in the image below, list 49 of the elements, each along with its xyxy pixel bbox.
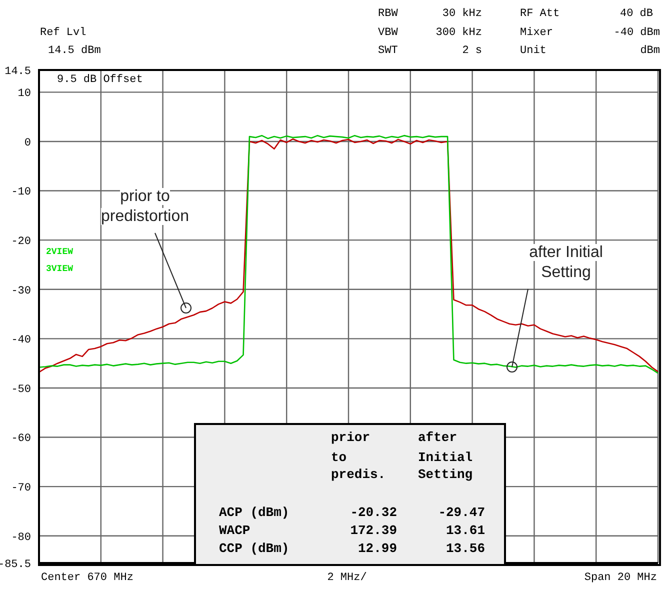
y-tick-label: -20 [11,236,31,248]
y-tick-label: -70 [11,482,31,494]
text: 40 dB [620,7,653,21]
annotation: predis. [331,467,386,482]
y-tick-label: -50 [11,384,31,396]
annotation: after Initial Setting [529,244,603,281]
annotation: Setting [418,467,473,482]
y-tick-label: 10 [18,88,31,100]
text: 30 kHz [442,7,482,21]
annotation: WACP [219,523,250,538]
text: VBW [378,26,398,40]
text: 2 s [462,44,482,58]
text: dBm [640,44,660,58]
y-tick-label: -30 [11,285,31,298]
y-tick-label: -40 [11,334,31,347]
y-tick-label: 14.5 [4,66,31,78]
text: Mixer [520,26,554,40]
annotation: 2VIEW [46,246,74,259]
annotation: 13.61 [446,523,485,538]
annotation: 3VIEW [46,263,74,276]
annotation: prior [331,430,370,445]
annotation: CCP (dBm) [219,541,290,556]
annotation: to [331,450,347,465]
annotation: 9.5 dB Offset [57,73,143,87]
text: RF Att [520,7,560,21]
text: 14.5 dBm [48,44,101,58]
text: -40 dBm [614,26,660,40]
y-tick-label: -85.5 [0,558,31,571]
text: RBW [378,7,398,21]
annotation: -20.32 [350,505,397,520]
text: Unit [520,44,546,58]
annotation: 12.99 [358,541,397,556]
text: Span 20 MHz [584,571,657,585]
annotation: Initial [418,450,473,465]
annotation: ACP (dBm) [219,505,290,520]
text: Center 670 MHz [41,571,134,585]
y-tick-label: -10 [11,186,31,199]
annotation: prior to predistortion [100,188,190,225]
text: Ref Lvl [40,26,86,40]
text: SWT [378,44,398,58]
y-tick-label: 0 [24,137,31,150]
annotation: -29.47 [438,505,485,520]
annotation: 13.56 [446,541,485,556]
text: 2 MHz/ [327,571,367,585]
y-tick-label: -80 [11,532,31,544]
annotation: 172.39 [350,523,397,538]
annotation: after [418,430,458,445]
y-tick-label: -60 [11,433,31,446]
text: 300 kHz [436,26,482,40]
